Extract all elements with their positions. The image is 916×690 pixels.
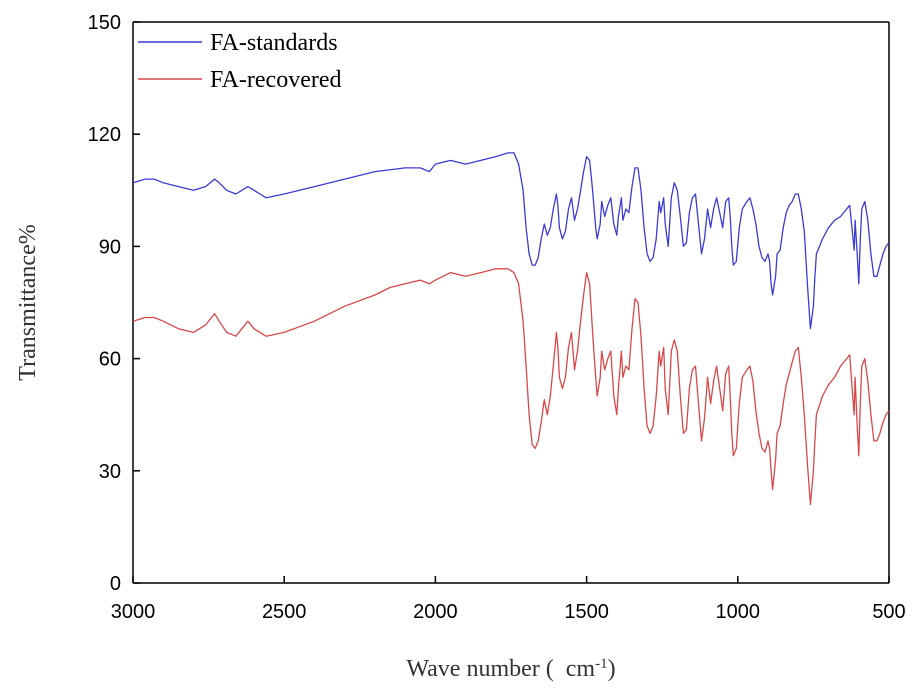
y-tick-label: 60	[99, 349, 121, 371]
y-tick-label: 150	[88, 12, 121, 34]
y-tick-label: 30	[99, 461, 121, 483]
plot-frame	[132, 21, 890, 584]
legend-label: FA-standards	[210, 30, 338, 56]
x-axis-title-main: Wave number ( cm	[406, 656, 595, 682]
x-tick-label: 2500	[262, 601, 307, 623]
x-tick-label: 2000	[413, 601, 458, 623]
x-ticks: 3000 2500 2000 1500 1000 500	[111, 576, 906, 623]
legend: FA-standards FA-recovered	[138, 30, 341, 93]
legend-label: FA-recovered	[210, 67, 341, 93]
x-axis-title-superscript: -1	[595, 656, 608, 672]
y-tick-label: 120	[88, 124, 121, 146]
y-tick-label: 0	[110, 573, 121, 595]
x-tick-label: 1500	[564, 601, 609, 623]
series-line-fa-recovered	[132, 268, 890, 506]
x-tick-label: 3000	[111, 601, 156, 623]
x-tick-label: 500	[872, 601, 905, 623]
x-axis-title: Wave number ( cm-1)	[406, 656, 615, 682]
x-axis-title-close: )	[608, 656, 616, 682]
y-axis-title: Transmittance%	[15, 224, 41, 380]
series-layer	[132, 152, 890, 506]
x-tick-label: 1000	[716, 601, 761, 623]
series-line-fa-standards	[132, 152, 890, 330]
y-tick-label: 90	[99, 236, 121, 258]
y-ticks: 0 30 60 90 120 150	[88, 12, 140, 595]
